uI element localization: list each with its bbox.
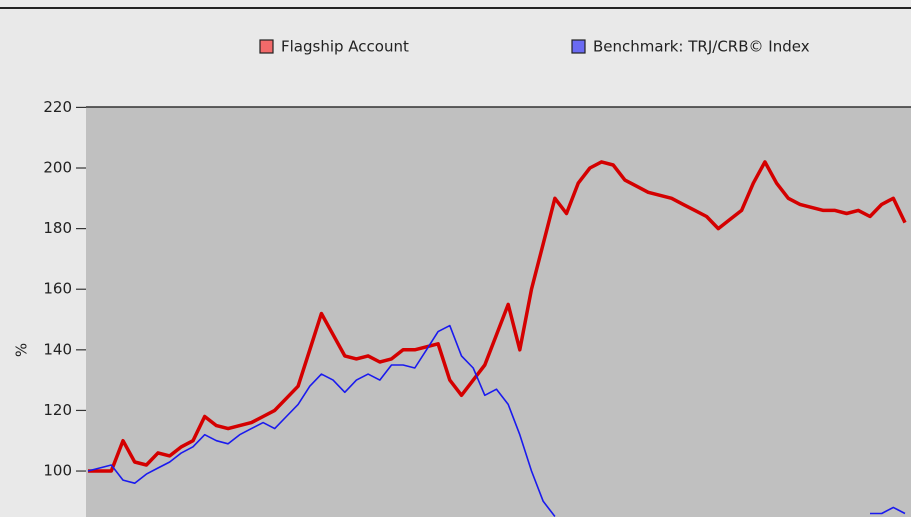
legend-swatch	[571, 39, 586, 54]
y-tick-label: 200	[43, 159, 72, 177]
y-tick-label: 180	[43, 219, 72, 237]
y-tick-label: 160	[43, 280, 72, 298]
y-tick-label: 220	[43, 98, 72, 116]
legend-label: Flagship Account	[281, 38, 409, 56]
legend: Flagship Account Benchmark: TRJ/CRB© Inde…	[259, 38, 810, 56]
y-tick-label: 140	[43, 340, 72, 358]
y-axis-label: %	[13, 343, 31, 357]
plot-area	[86, 107, 911, 517]
y-tick-label: 100	[43, 462, 72, 480]
legend-swatch	[259, 39, 274, 54]
legend-label: Benchmark: TRJ/CRB© Index	[593, 38, 810, 56]
series-line	[88, 160, 907, 473]
series-line	[87, 324, 906, 517]
y-tick-label: 120	[43, 401, 72, 419]
